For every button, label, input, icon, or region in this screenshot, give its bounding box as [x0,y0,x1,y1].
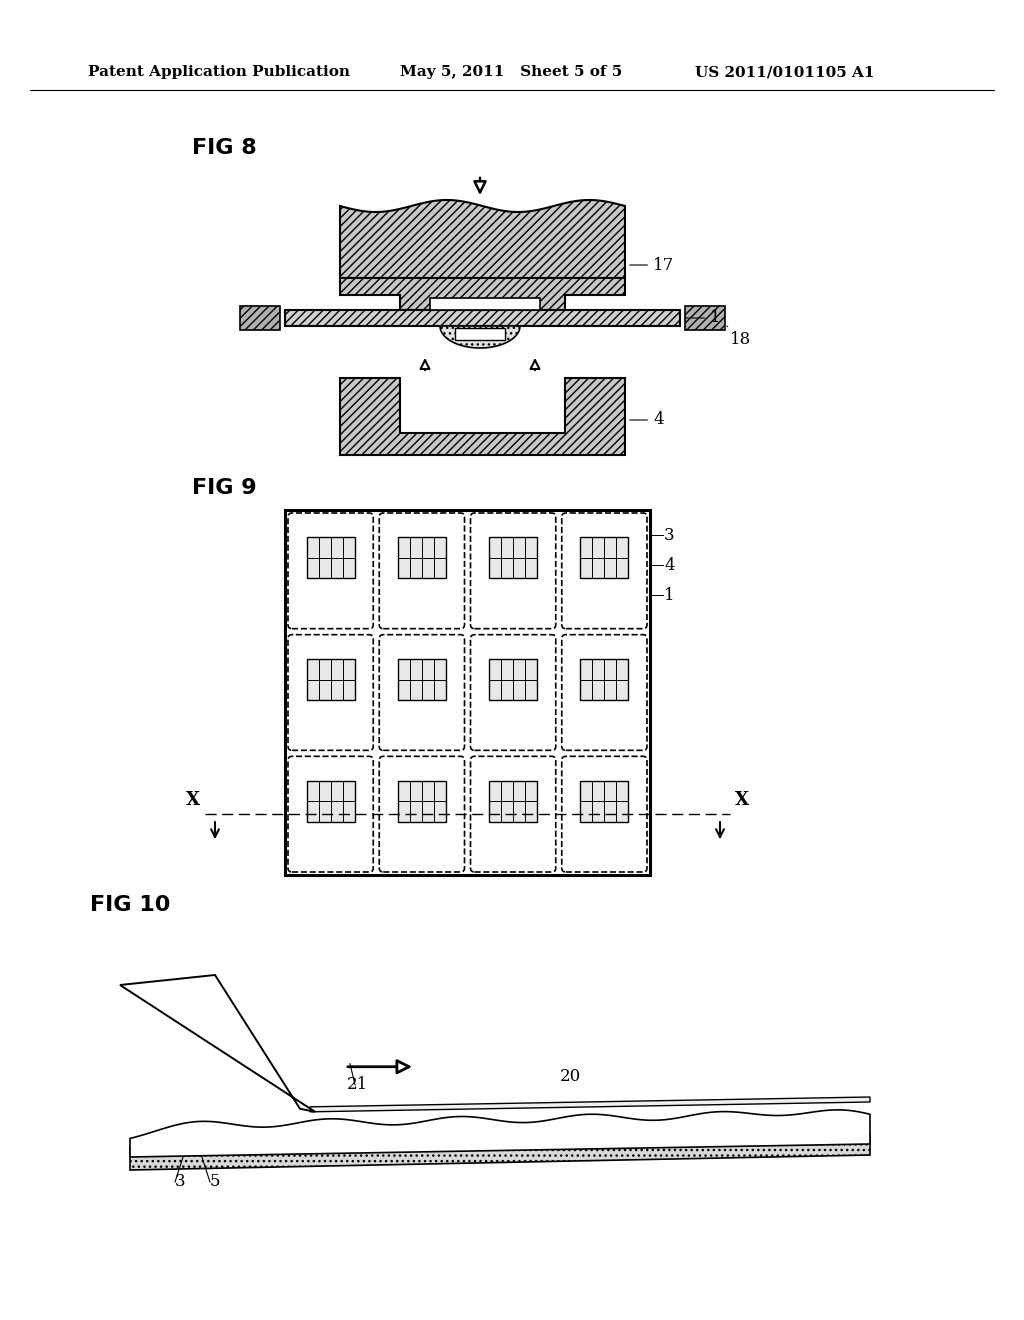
FancyBboxPatch shape [470,635,556,750]
Bar [306,659,354,700]
Bar [581,537,629,578]
Text: 20: 20 [560,1068,582,1085]
FancyBboxPatch shape [562,756,647,873]
Bar [285,510,650,875]
Text: X: X [186,791,200,809]
Bar [581,781,629,822]
Bar [489,537,537,578]
Text: 21: 21 [347,1076,369,1093]
Text: FIG 10: FIG 10 [90,895,170,915]
Text: 19: 19 [500,1129,521,1146]
Text: 5: 5 [210,1173,220,1191]
FancyBboxPatch shape [379,513,465,628]
Text: 3: 3 [175,1173,185,1191]
Text: 18: 18 [727,326,752,348]
Bar [306,537,354,578]
Polygon shape [340,279,625,310]
Polygon shape [430,298,540,310]
Polygon shape [130,1142,870,1170]
Polygon shape [120,975,315,1111]
FancyBboxPatch shape [379,756,465,873]
Text: 17: 17 [630,256,674,273]
Polygon shape [285,310,680,326]
FancyBboxPatch shape [288,513,374,628]
Polygon shape [130,1110,870,1158]
Polygon shape [340,201,625,279]
Text: FIG 8: FIG 8 [193,139,257,158]
Polygon shape [340,378,625,455]
Bar [398,659,445,700]
Text: 1: 1 [685,309,721,326]
FancyBboxPatch shape [288,756,374,873]
Text: 3: 3 [664,527,675,544]
Polygon shape [455,327,505,341]
Text: 4: 4 [664,557,675,573]
Polygon shape [310,1097,870,1111]
FancyBboxPatch shape [562,635,647,750]
FancyBboxPatch shape [470,513,556,628]
Bar [581,659,629,700]
FancyBboxPatch shape [288,635,374,750]
Polygon shape [685,306,725,330]
Text: May 5, 2011   Sheet 5 of 5: May 5, 2011 Sheet 5 of 5 [400,65,623,79]
Polygon shape [440,326,520,348]
FancyBboxPatch shape [379,635,465,750]
Text: 4: 4 [630,412,664,429]
Text: FIG 9: FIG 9 [193,478,257,498]
Bar [306,781,354,822]
Text: Patent Application Publication: Patent Application Publication [88,65,350,79]
Bar [489,781,537,822]
Bar [398,537,445,578]
Bar [489,659,537,700]
Text: X: X [735,791,750,809]
FancyBboxPatch shape [470,756,556,873]
Text: 1: 1 [664,586,675,603]
Polygon shape [130,1134,870,1155]
Bar [398,781,445,822]
Text: US 2011/0101105 A1: US 2011/0101105 A1 [695,65,874,79]
Polygon shape [240,306,280,330]
FancyBboxPatch shape [562,513,647,628]
